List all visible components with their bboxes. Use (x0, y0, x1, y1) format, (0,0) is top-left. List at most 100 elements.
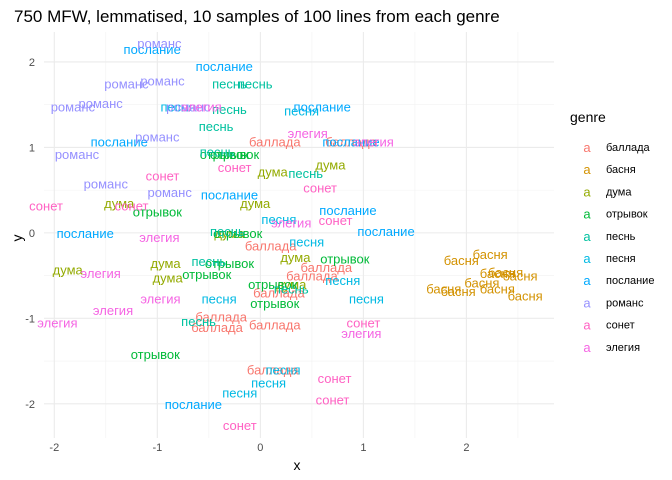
point-label: элегия (288, 126, 328, 141)
point-label: песня (325, 273, 360, 288)
x-tick-label: 2 (463, 442, 469, 454)
point-label: песнь (200, 145, 235, 160)
legend-label: песнь (606, 231, 636, 243)
point-label: дума (258, 164, 289, 179)
point-label: дума (53, 263, 84, 278)
x-tick-label: -1 (152, 442, 162, 454)
legend-key: a (583, 318, 591, 333)
point-label: отрывок (210, 147, 259, 162)
point-label: песнь (212, 76, 247, 91)
x-tick-label: 0 (257, 442, 263, 454)
y-tick-label: 0 (29, 228, 35, 240)
point-label: песня (160, 99, 195, 114)
point-label: дума (276, 277, 307, 292)
point-label: баллада (249, 317, 301, 332)
point-label: басня (426, 281, 461, 296)
x-axis-title: x (294, 457, 301, 473)
point-label: дума (315, 157, 346, 172)
point-label: дума (214, 226, 245, 241)
point-label: баллада (325, 134, 377, 149)
point-label: сонет (146, 169, 180, 184)
point-label: баллада (249, 134, 301, 149)
axis-ticks: -2 -1 0 1 2 -2 -1 0 1 2 (25, 57, 469, 454)
point-label: сонет (115, 199, 149, 214)
legend-key: a (583, 295, 591, 310)
point-label: песнь (191, 254, 226, 269)
point-label: песня (289, 234, 324, 249)
point-label: романс (84, 176, 129, 191)
legend-key: a (583, 340, 591, 355)
point-label: элегия (93, 303, 133, 318)
point-label: послание (319, 203, 376, 218)
point-label: песнь (199, 119, 234, 134)
legend-label: послание (606, 275, 654, 287)
grid-lines (44, 32, 554, 438)
point-label: басня (480, 281, 515, 296)
point-label: элегия (140, 292, 180, 307)
x-tick-label: 1 (360, 442, 366, 454)
point-label: песня (251, 375, 286, 390)
point-label: басня (464, 275, 499, 290)
point-label: элегия (271, 216, 311, 231)
point-label: песня (261, 212, 296, 227)
point-label: романс (104, 76, 149, 91)
point-label: элегия (81, 266, 121, 281)
point-label: сонет (29, 199, 63, 214)
point-label: дума (153, 270, 184, 285)
point-label: басня (508, 288, 543, 303)
point-label: романс (148, 185, 193, 200)
point-label: дума (280, 250, 311, 265)
point-label: отрывок (213, 226, 262, 241)
legend-label: романс (606, 297, 644, 309)
legend-label: отрывок (606, 209, 648, 221)
legend-label: дума (606, 186, 632, 198)
point-label: отрывок (131, 347, 180, 362)
point-label: сонет (318, 371, 352, 386)
point-label: баллада (191, 320, 243, 335)
point-label: элегия (182, 99, 222, 114)
point-label: отрывок (320, 252, 369, 267)
point-label: послание (196, 59, 253, 74)
point-label: романс (140, 74, 185, 89)
point-label: послание (124, 42, 181, 57)
point-label: сонет (346, 316, 380, 331)
legend-title: genre (570, 109, 606, 125)
legend-key: a (583, 251, 591, 266)
point-label: песнь (238, 76, 273, 91)
point-label: сонет (223, 418, 257, 433)
point-label: послание (294, 99, 351, 114)
point-label: баллада (253, 286, 305, 301)
legend-label: элегия (606, 342, 640, 354)
point-label: романс (79, 96, 124, 111)
point-label: песня (284, 104, 319, 119)
point-label: басня (473, 247, 508, 262)
point-label: романс (55, 147, 100, 162)
point-label: послание (201, 187, 258, 202)
point-label: послание (357, 224, 414, 239)
point-label: песня (266, 363, 301, 378)
point-label: элегия (37, 316, 77, 331)
y-tick-label: -1 (25, 313, 35, 325)
point-label: баллада (301, 260, 353, 275)
point-label: романс (51, 99, 96, 114)
chart-title: 750 MFW, lemmatised, 10 samples of 100 l… (14, 7, 500, 26)
point-label: басня (488, 265, 523, 280)
legend-key: a (583, 273, 591, 288)
point-label: басня (441, 284, 476, 299)
point-label: романс (137, 36, 182, 51)
legend-label: басня (606, 164, 636, 176)
point-label: баллада (245, 239, 297, 254)
point-label: отрывок (250, 296, 299, 311)
point-label: отрывок (133, 204, 182, 219)
data-points: баллада балладабалладабалладабалладабалла… (29, 36, 543, 433)
point-label: песнь (274, 281, 309, 296)
point-label: элегия (354, 134, 394, 149)
point-label: сонет (303, 181, 337, 196)
point-label: баллада (286, 269, 338, 284)
y-tick-label: -2 (25, 399, 35, 411)
point-label: песня (202, 292, 237, 307)
legend-key: a (583, 162, 591, 177)
y-tick-label: 1 (29, 142, 35, 154)
point-label: дума (240, 196, 271, 211)
